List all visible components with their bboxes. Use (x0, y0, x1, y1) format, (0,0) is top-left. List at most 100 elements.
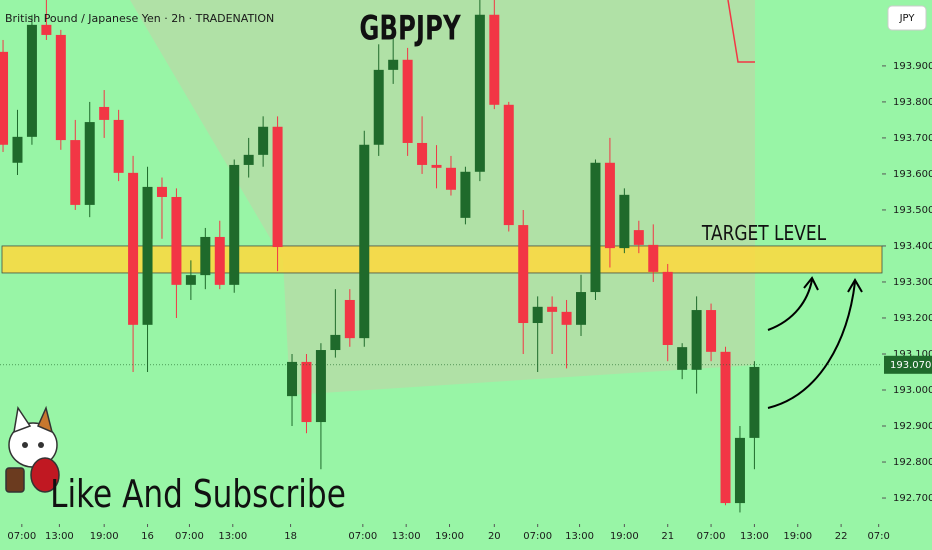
candles-layer (0, 0, 883, 513)
candle-body (503, 104, 514, 226)
candle-body (70, 140, 81, 205)
x-tick-label: 13:00 (392, 531, 421, 542)
candle-body (301, 361, 312, 423)
x-tick-label: 13:00 (565, 531, 594, 542)
candle-body (84, 122, 95, 205)
x-tick-label: 07:00 (523, 531, 552, 542)
candle-body (41, 24, 52, 35)
candle-body (720, 351, 731, 504)
candle-body (604, 162, 615, 249)
y-tick-label: 193.500 (893, 205, 932, 216)
candle-body (12, 136, 23, 163)
annotation: TARGET LEVEL (701, 223, 827, 246)
candle-body (214, 236, 225, 285)
y-tick-label: 193.900 (893, 61, 932, 72)
candle-body (474, 14, 485, 172)
x-tick-label: 07:00 (175, 531, 204, 542)
arrow-head (847, 278, 863, 293)
x-tick-label: 19:00 (783, 531, 812, 542)
x-tick-label: 13:00 (218, 531, 247, 542)
y-tick-label: 193.700 (893, 133, 932, 144)
y-tick-label: 193.600 (893, 169, 932, 180)
chart-title: GBPJPY (359, 8, 461, 48)
candle-body (113, 119, 124, 173)
candle-body (373, 69, 384, 145)
arrow (767, 279, 813, 331)
x-tick-label: 07:0 (867, 531, 889, 542)
candle-body (229, 164, 240, 285)
current-price-label: 193.070 (890, 360, 931, 371)
candle-body (691, 310, 702, 370)
candle-body (171, 196, 182, 285)
candle-body (734, 437, 745, 504)
candle-body (272, 126, 283, 248)
candle-body (388, 59, 399, 70)
currency-button-label[interactable]: JPY (899, 13, 916, 24)
candle-body (142, 186, 153, 325)
x-tick-label: 19:00 (610, 531, 639, 542)
currency-button[interactable] (887, 5, 927, 31)
y-tick-label: 193.300 (893, 277, 932, 288)
candle-body (0, 51, 9, 145)
candle-body (243, 154, 254, 165)
candle-body (648, 244, 659, 272)
candle-body (258, 126, 269, 155)
y-tick-label: 192.800 (893, 457, 932, 468)
x-tick-label: 07:00 (348, 531, 377, 542)
candle-body (99, 106, 110, 120)
candle-body (518, 225, 529, 324)
candle-body (633, 230, 644, 245)
candle-body (677, 347, 688, 370)
x-tick-label: 19:00 (90, 531, 119, 542)
candle-body (344, 299, 355, 339)
y-tick-label: 193.100 (893, 349, 932, 360)
arrow-head (803, 276, 819, 291)
candle-body (547, 306, 558, 312)
candle-body (185, 275, 196, 285)
candle-body (590, 162, 601, 293)
candle-body (561, 311, 572, 325)
current-price-box (884, 355, 932, 374)
x-tick-label: 21 (661, 531, 674, 542)
candle-body (315, 350, 326, 423)
candle-body (532, 306, 543, 324)
x-tick-label: 19:00 (435, 531, 464, 542)
x-tick-label: 18 (284, 531, 297, 542)
arrow (767, 281, 856, 409)
x-tick-label: 13:00 (45, 531, 74, 542)
candle-body (417, 142, 428, 165)
y-tick-label: 193.800 (893, 97, 932, 108)
x-tick-label: 07:00 (697, 531, 726, 542)
x-tick-label: 13:00 (740, 531, 769, 542)
candle-body (489, 14, 500, 105)
candle-body (460, 171, 471, 218)
candle-body (431, 164, 442, 168)
x-tick-label: 20 (488, 531, 501, 542)
mascot (5, 405, 60, 493)
x-tick-label: 22 (835, 531, 848, 542)
candle-body (200, 236, 211, 276)
candle-body (706, 310, 717, 352)
candle-body (619, 194, 630, 249)
y-tick-label: 193.200 (893, 313, 932, 324)
candle-body (330, 334, 341, 351)
red-line (727, 0, 755, 63)
candle-body (402, 59, 413, 143)
subtitle: British Pound / Japanese Yen · 2h · TRAD… (5, 12, 274, 25)
candle-body (128, 172, 139, 325)
x-tick-label: 07:00 (7, 531, 36, 542)
candle-body (662, 271, 673, 345)
caption: Like And Subscribe (50, 473, 346, 517)
candle-body (26, 24, 37, 137)
projection-area (130, 0, 755, 395)
candle-body (359, 144, 370, 339)
x-tick-label: 16 (141, 531, 154, 542)
y-tick-label: 192.900 (893, 421, 932, 432)
y-tick-label: 193.000 (893, 385, 932, 396)
candle-body (287, 361, 298, 397)
candle-body (445, 167, 456, 190)
candle-body (749, 366, 760, 438)
candle-body (156, 186, 167, 197)
y-tick-label: 192.700 (893, 493, 932, 504)
